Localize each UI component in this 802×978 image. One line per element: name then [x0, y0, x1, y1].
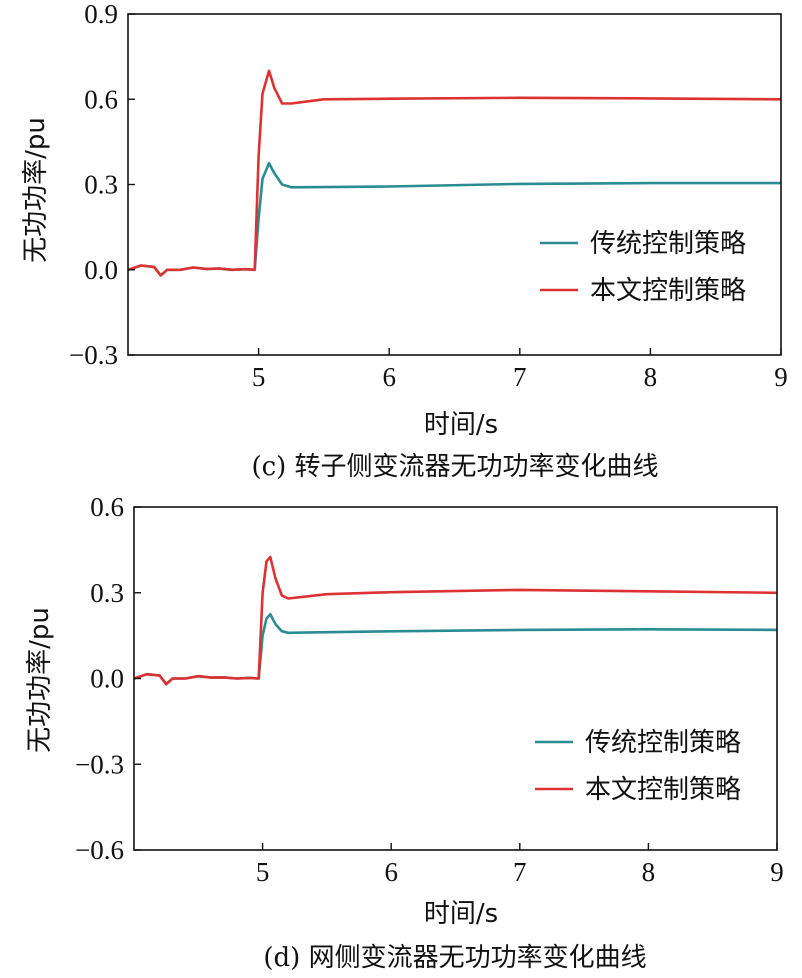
caption-d: (d) 网侧变流器无功功率变化曲线 — [263, 943, 646, 973]
x-tick-label: 5 — [256, 857, 270, 887]
chart-panel-c: 5 6 7 8 9 −0.3 0.0 0.3 0.6 0.9 无功功率/pu 时间/s (c) 转… — [21, 0, 788, 482]
legend-label-traditional: 传统控制策略 — [590, 229, 746, 259]
x-tick-label: 6 — [382, 362, 396, 392]
y-tick-label: 0.3 — [90, 578, 124, 608]
tick-layer-c: 5 6 7 8 9 −0.3 0.0 0.3 0.6 0.9 — [69, 0, 788, 392]
y-axis-label-c: 无功功率/pu — [21, 117, 51, 263]
x-tick-label: 9 — [770, 857, 784, 887]
x-tick-label: 5 — [252, 362, 266, 392]
x-tick-label: 8 — [642, 857, 656, 887]
x-axis-label-c: 时间/s — [424, 410, 498, 440]
caption-c: (c) 转子侧变流器无功功率变化曲线 — [251, 452, 658, 482]
y-tick-label: −0.6 — [75, 835, 124, 865]
series-layer-c — [127, 69, 782, 277]
x-axis-label-d: 时间/s — [424, 899, 498, 929]
y-axis-label-d: 无功功率/pu — [25, 607, 55, 753]
x-tick-label: 9 — [774, 362, 788, 392]
series-line-proposed-c — [127, 69, 782, 277]
x-tick-label: 6 — [384, 857, 398, 887]
series-line-traditional-d — [133, 612, 778, 686]
series-layer-d — [133, 555, 778, 686]
legend-label-traditional: 传统控制策略 — [585, 728, 741, 758]
y-tick-label: 0.0 — [84, 255, 118, 285]
y-tick-label: 0.6 — [84, 84, 118, 114]
y-tick-label: −0.3 — [75, 749, 124, 779]
legend-label-proposed: 本文控制策略 — [585, 775, 741, 805]
chart-panel-d: 5 6 7 8 9 −0.6 −0.3 0.0 0.3 0.6 无功功率/pu 时间/s (d) … — [25, 492, 784, 973]
x-tick-label: 8 — [644, 362, 658, 392]
y-tick-label: 0.9 — [84, 0, 118, 29]
y-tick-label: −0.3 — [69, 340, 118, 370]
tick-layer-d: 5 6 7 8 9 −0.6 −0.3 0.0 0.3 0.6 — [75, 492, 784, 887]
y-tick-label: 0.0 — [90, 664, 124, 694]
x-tick-label: 7 — [513, 857, 527, 887]
legend-label-proposed: 本文控制策略 — [590, 276, 746, 306]
series-line-proposed-d — [133, 555, 778, 686]
x-tick-label: 7 — [513, 362, 527, 392]
y-tick-label: 0.3 — [84, 170, 118, 200]
y-tick-label: 0.6 — [90, 492, 124, 522]
